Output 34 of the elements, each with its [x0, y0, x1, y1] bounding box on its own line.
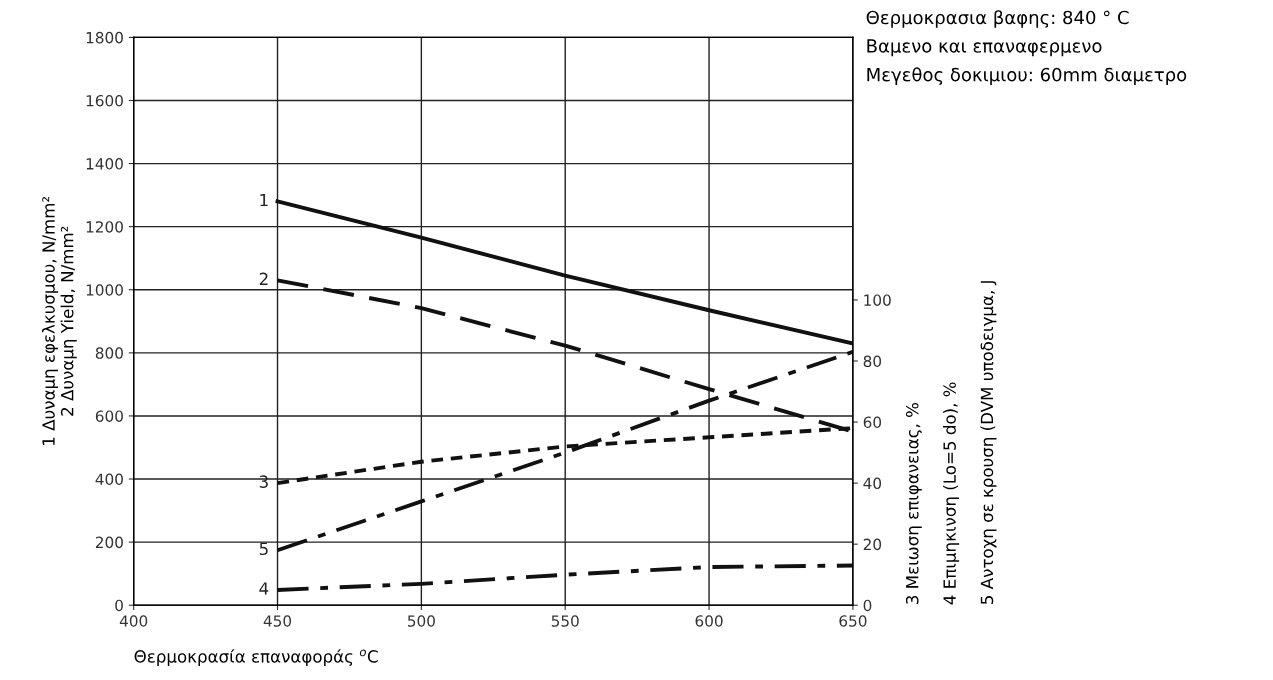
text: Βαμενο και επαναφερμενο [867, 39, 1102, 57]
line-series [275, 199, 853, 346]
y-tick-label: 1000 [86, 284, 123, 296]
y-axis-title: 1 Δυναμη εφελκυσμου, N/mm² 2 Δυναμη Yield, N/mm² [41, 196, 77, 445]
x-tick-label: 450 [263, 615, 292, 627]
x-tick-label: 500 [407, 615, 435, 627]
line-series [275, 563, 853, 592]
y-tick-label: 600 [95, 410, 123, 422]
text: Θερμοκρασια βαφης: 840 ° C [866, 10, 1129, 28]
y-tick-label: 400 [95, 473, 123, 486]
y-tick-label: 1400 [86, 158, 123, 170]
y-tick-label: 800 [95, 347, 123, 359]
text: Μεγεθος δοκιμιου: 60mm διαμετρο [867, 67, 1187, 85]
y2-tick-label: 100 [864, 294, 891, 306]
text: 3 Μειωση επιφανειας, % 4 Επιμηκινση (Lo=5 do), % 5 Αντοχη σε κρουση (DVM υποδειγμα, J [905, 281, 997, 605]
x-tick-label: 600 [695, 615, 723, 627]
y2-tick-label: 20 [863, 538, 882, 551]
y2-tick-label: 40 [863, 477, 882, 490]
y2-tick-label: 0 [863, 599, 872, 612]
y-tick-label: 1800 [86, 31, 123, 44]
y2-tick-label: 60 [863, 416, 882, 429]
series-label: 5 [259, 542, 268, 556]
x-axis-title: Θερμοκρασία επαναφοράς $^{o}$C [134, 649, 378, 666]
x-tick-label: 550 [551, 615, 579, 627]
series-label: 1 [260, 193, 268, 207]
series-label: 2 [259, 272, 268, 285]
series-label: 4 [259, 582, 269, 595]
y-tick-label: 1200 [86, 221, 123, 233]
x-tick-label: 400 [119, 615, 148, 627]
y-tick-label: 1600 [86, 94, 123, 107]
x-tick-label: 650 [839, 615, 867, 627]
y2-tick-label: 80 [863, 355, 882, 368]
y-tick-label: 0 [115, 599, 123, 612]
y-tick-label: 200 [95, 536, 123, 549]
